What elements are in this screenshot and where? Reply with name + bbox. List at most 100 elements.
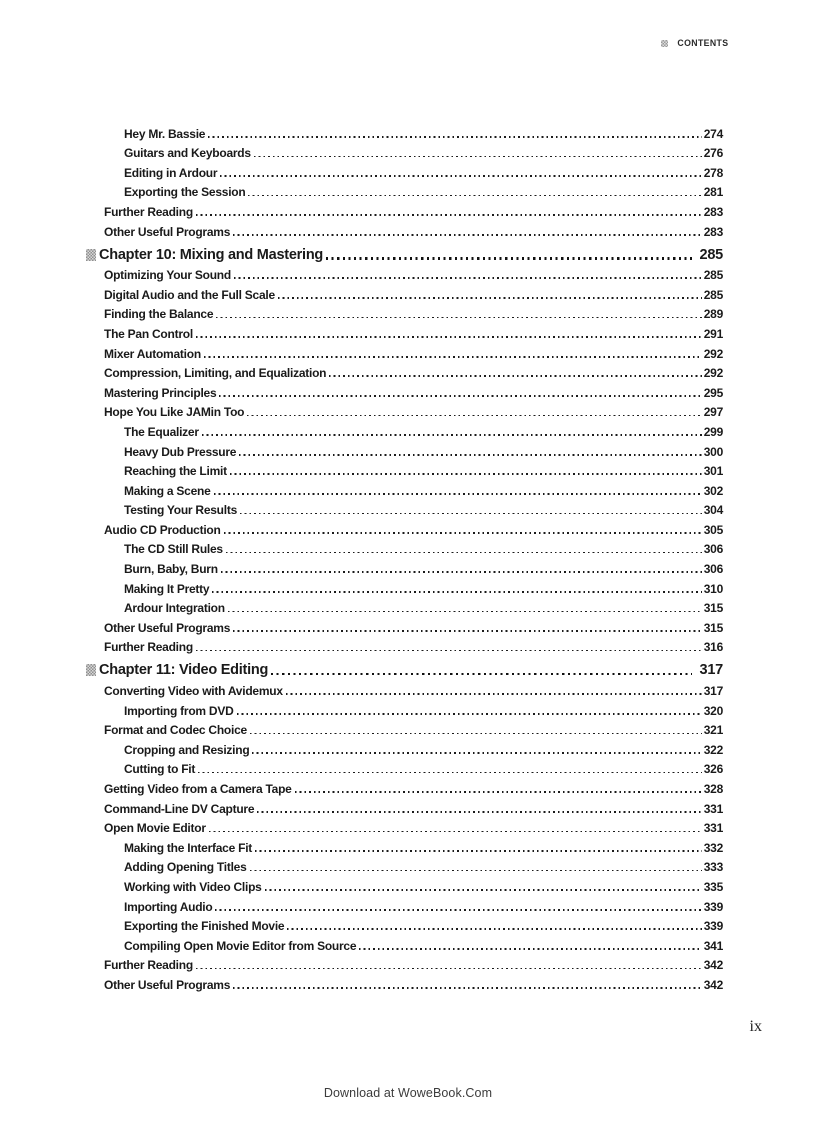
toc-entry-title: Audio CD Production bbox=[104, 522, 221, 537]
toc-entry-page: 342 bbox=[703, 958, 724, 973]
toc-entry-row: Compiling Open Movie Editor from Source 3… bbox=[86, 933, 723, 953]
toc-entry-title: Working with Video Clips bbox=[124, 879, 262, 894]
table-of-contents: Hey Mr. Bassie 274 Guitars and Keyboards 27… bbox=[86, 121, 723, 992]
toc-entry-row: Cutting to Fit 326 bbox=[86, 757, 724, 777]
toc-entry-row: Mixer Automation 292 bbox=[86, 341, 723, 361]
toc-entry-page: 335 bbox=[703, 879, 724, 894]
toc-entry-title: Further Reading bbox=[104, 204, 193, 219]
toc-entry-row: Heavy Dub Pressure 300 bbox=[86, 439, 723, 459]
toc-entry-page: 315 bbox=[703, 601, 724, 616]
toc-entry-title: Ardour Integration bbox=[124, 601, 225, 616]
toc-entry-title: Command-Line DV Capture bbox=[104, 801, 255, 816]
toc-entry-title: Guitars and Keyboards bbox=[124, 146, 251, 161]
toc-entry-title: Editing in Ardour bbox=[124, 165, 218, 180]
toc-entry-title: Testing Your Results bbox=[124, 503, 238, 518]
toc-entry-row: Further Reading 342 bbox=[86, 953, 724, 973]
toc-entry-title: Making the Interface Fit bbox=[124, 840, 253, 855]
toc-entry-row: Burn, Baby, Burn 306 bbox=[86, 556, 723, 576]
toc-entry-row: Exporting the Finished Movie 339 bbox=[86, 914, 724, 934]
toc-entry-page: 299 bbox=[703, 424, 724, 439]
toc-entry-row: Compression, Limiting, and Equalization 2… bbox=[86, 361, 724, 381]
chapter-bullet-icon bbox=[86, 248, 96, 261]
toc-chapter-row: Chapter 10: Mixing and Mastering 285 bbox=[86, 239, 723, 263]
toc-entry-row: Format and Codec Choice 321 bbox=[86, 718, 724, 738]
toc-entry-title: Making a Scene bbox=[124, 483, 211, 498]
toc-entry-row: Adding Opening Titles 333 bbox=[86, 855, 723, 875]
toc-entry-title: Making It Pretty bbox=[124, 581, 210, 596]
toc-entry-row: Working with Video Clips 335 bbox=[86, 874, 723, 894]
toc-entry-page: 341 bbox=[703, 938, 724, 953]
toc-entry-page: 301 bbox=[703, 464, 724, 479]
toc-entry-page: 315 bbox=[703, 620, 724, 635]
toc-entry-page: 306 bbox=[703, 542, 724, 557]
toc-entry-page: 339 bbox=[703, 899, 724, 914]
toc-chapter-row: Chapter 11: Video Editing 317 bbox=[86, 654, 723, 678]
toc-entry-row: Audio CD Production 305 bbox=[86, 517, 723, 537]
toc-entry-row: Reaching the Limit 301 bbox=[86, 459, 724, 479]
toc-entry-page: 339 bbox=[703, 919, 724, 934]
toc-entry-row: Other Useful Programs 342 bbox=[86, 972, 723, 992]
toc-entry-title: Importing from DVD bbox=[124, 703, 234, 718]
toc-entry-title: Getting Video from a Camera Tape bbox=[104, 782, 292, 796]
toc-entry-page: 332 bbox=[703, 840, 724, 855]
toc-entry-title: Further Reading bbox=[104, 958, 193, 973]
toc-entry-page: 285 bbox=[699, 246, 724, 263]
toc-entry-title: Chapter 11: Video Editing bbox=[99, 662, 269, 679]
toc-entry-row: Open Movie Editor 331 bbox=[86, 816, 724, 836]
toc-entry-page: 292 bbox=[703, 366, 724, 381]
toc-entry-title: Exporting the Finished Movie bbox=[124, 919, 285, 934]
toc-entry-row: Optimizing Your Sound 285 bbox=[86, 263, 723, 283]
toc-entry-page: 306 bbox=[703, 562, 724, 577]
toc-entry-title: Hope You Like JAMin Too bbox=[104, 405, 245, 420]
toc-entry-row: Making the Interface Fit 332 bbox=[86, 835, 723, 855]
toc-entry-page: 302 bbox=[703, 483, 724, 498]
toc-entry-title: Cutting to Fit bbox=[124, 762, 196, 777]
toc-entry-row: Further Reading 316 bbox=[86, 635, 724, 655]
toc-entry-title: Reaching the Limit bbox=[124, 464, 227, 479]
toc-entry-row: Command-Line DV Capture 331 bbox=[86, 796, 723, 816]
running-header-label: CONTENTS bbox=[676, 38, 728, 49]
toc-entry-title: Chapter 10: Mixing and Mastering bbox=[99, 246, 324, 263]
toc-entry-row: Making a Scene 302 bbox=[86, 478, 723, 498]
toc-entry-page: 331 bbox=[703, 821, 724, 836]
toc-entry-title: Other Useful Programs bbox=[104, 977, 231, 992]
toc-entry-title: Finding the Balance bbox=[104, 307, 214, 322]
toc-entry-page: 292 bbox=[703, 346, 724, 361]
toc-entry-title: Compression, Limiting, and Equalization bbox=[104, 366, 327, 381]
toc-entry-page: 281 bbox=[703, 185, 724, 200]
toc-entry-row: Other Useful Programs 283 bbox=[86, 219, 723, 239]
toc-entry-title: Format and Codec Choice bbox=[104, 723, 247, 738]
toc-entry-page: 289 bbox=[703, 307, 724, 322]
toc-entry-title: Converting Video with Avidemux bbox=[104, 684, 283, 699]
toc-entry-row: Importing from DVD 320 bbox=[86, 698, 723, 718]
toc-entry-title: Optimizing Your Sound bbox=[104, 268, 231, 283]
toc-entry-title: Adding Opening Titles bbox=[124, 860, 247, 875]
toc-entry-title: Hey Mr. Bassie bbox=[124, 126, 206, 141]
toc-entry-title: Other Useful Programs bbox=[104, 224, 231, 239]
toc-entry-title: The Equalizer bbox=[124, 424, 199, 439]
toc-entry-page: 317 bbox=[699, 662, 724, 679]
toc-entry-title: Mixer Automation bbox=[104, 346, 201, 361]
chapter-bullet-icon bbox=[86, 664, 96, 677]
toc-entry-title: Burn, Baby, Burn bbox=[124, 562, 218, 577]
toc-entry-page: 297 bbox=[703, 405, 724, 420]
toc-entry-row: Guitars and Keyboards 276 bbox=[86, 141, 723, 161]
toc-entry-row: Ardour Integration 315 bbox=[86, 596, 724, 616]
toc-entry-title: Mastering Principles bbox=[104, 385, 217, 400]
running-header: CONTENTS bbox=[660, 38, 728, 49]
toc-entry-page: 291 bbox=[703, 326, 724, 341]
toc-entry-page: 326 bbox=[703, 762, 724, 777]
toc-entry-page: 283 bbox=[703, 204, 724, 219]
toc-entry-page: 316 bbox=[703, 640, 724, 655]
contents-square-icon bbox=[660, 40, 668, 47]
toc-entry-row: Testing Your Results 304 bbox=[86, 498, 723, 518]
toc-entry-page: 320 bbox=[703, 703, 724, 718]
toc-entry-row: The CD Still Rules 306 bbox=[86, 537, 724, 557]
toc-entry-row: The Equalizer 299 bbox=[86, 419, 723, 439]
toc-entry-page: 317 bbox=[703, 684, 724, 699]
toc-entry-page: 300 bbox=[703, 444, 724, 459]
toc-entry-page: 321 bbox=[703, 723, 724, 738]
toc-entry-row: The Pan Control 291 bbox=[86, 321, 723, 341]
toc-entry-row: Hey Mr. Bassie 274 bbox=[86, 121, 723, 141]
toc-entry-row: Making It Pretty 310 bbox=[86, 576, 723, 596]
